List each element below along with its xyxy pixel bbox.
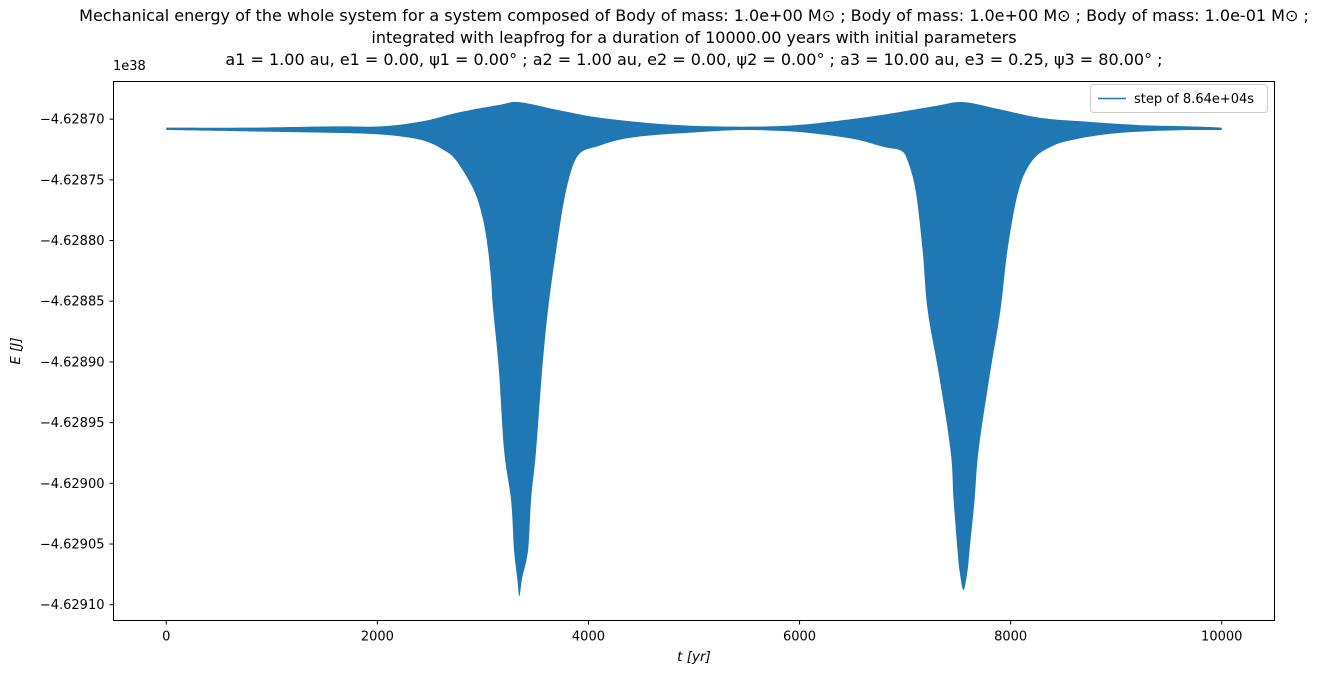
x-tick-label: 6000 xyxy=(783,630,816,645)
plot-title-line-1: Mechanical energy of the whole system fo… xyxy=(79,6,1309,25)
y-tick-label: −4.62885 xyxy=(40,295,105,310)
plot-title-line-3: a1 = 1.00 au, e1 = 0.00, ψ1 = 0.00° ; a2… xyxy=(225,50,1163,69)
x-tick-label: 8000 xyxy=(994,630,1027,645)
x-tick-label: 10000 xyxy=(1201,630,1242,645)
y-tick-label: −4.62910 xyxy=(40,598,105,613)
y-tick-label: −4.62900 xyxy=(40,477,105,492)
plot-title-line-2: integrated with leapfrog for a duration … xyxy=(371,28,1017,47)
x-tick-label: 0 xyxy=(162,630,170,645)
y-tick-label: −4.62870 xyxy=(40,113,105,128)
legend-box xyxy=(1090,84,1268,113)
x-axis-ticks: 0 2000 4000 6000 8000 10000 xyxy=(162,620,1242,645)
y-axis-ticks: −4.62870 −4.62875 −4.62880 −4.62885 −4.62890… xyxy=(40,113,114,613)
y-tick-label: −4.62895 xyxy=(40,416,105,431)
x-axis-label: t [yr] xyxy=(677,649,711,665)
x-tick-label: 2000 xyxy=(361,630,394,645)
legend: step of 8.64e+04s xyxy=(1090,84,1268,113)
x-tick-label: 4000 xyxy=(572,630,605,645)
y-tick-label: −4.62890 xyxy=(40,355,105,370)
y-tick-label: −4.62905 xyxy=(40,538,105,553)
axes-spines xyxy=(113,81,1275,621)
y-axis-offset-label: 1e38 xyxy=(113,59,146,74)
y-tick-label: −4.62875 xyxy=(40,173,105,188)
energy-series-area xyxy=(0,101,1222,597)
y-axis-label: E [J] xyxy=(8,337,24,364)
legend-label: step of 8.64e+04s xyxy=(1134,92,1254,107)
y-tick-label: −4.62880 xyxy=(40,234,105,249)
